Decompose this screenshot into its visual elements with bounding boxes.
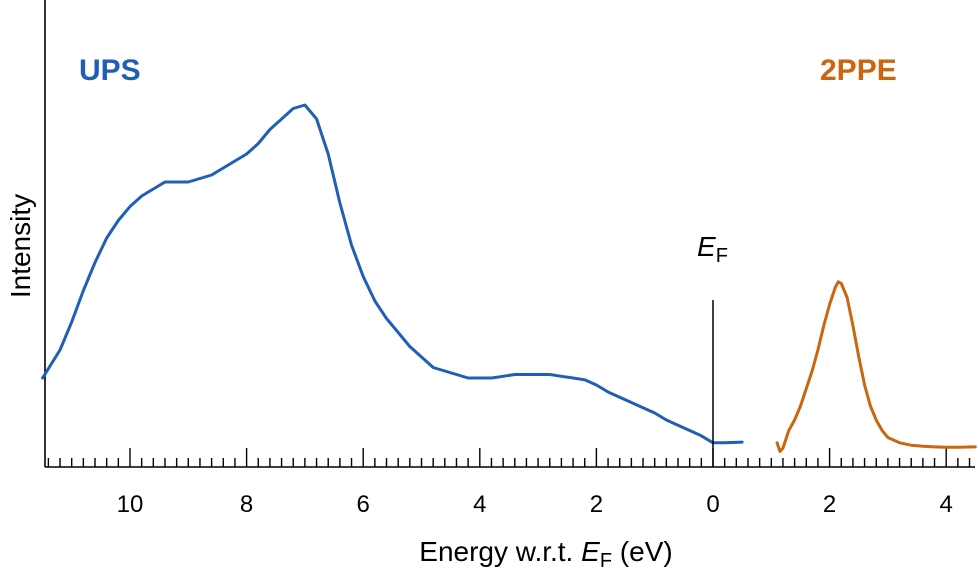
fermi-level-label: EF bbox=[697, 231, 728, 267]
x-tick-label: 2 bbox=[823, 491, 836, 518]
x-axis-title: Energy w.r.t. EF (eV) bbox=[419, 536, 672, 572]
x-tick-label: 4 bbox=[473, 491, 486, 518]
x-tick-label: 6 bbox=[357, 491, 370, 518]
x-tick-label: 8 bbox=[240, 491, 253, 518]
x-tick-labels: 10 8 6 4 2 0 2 4 bbox=[117, 491, 953, 518]
y-axis-title: Intensity bbox=[5, 194, 36, 298]
x-tick-label: 0 bbox=[706, 491, 719, 518]
ups-series-label: UPS bbox=[79, 54, 141, 87]
x-tick-label: 10 bbox=[117, 491, 144, 518]
x-ticks bbox=[47, 448, 971, 467]
ups-series-line bbox=[41, 103, 744, 445]
x-tick-label: 2 bbox=[590, 491, 603, 518]
x-tick-label: 4 bbox=[940, 491, 953, 518]
2ppe-series-line bbox=[775, 280, 977, 453]
2ppe-series-label: 2PPE bbox=[820, 54, 897, 87]
